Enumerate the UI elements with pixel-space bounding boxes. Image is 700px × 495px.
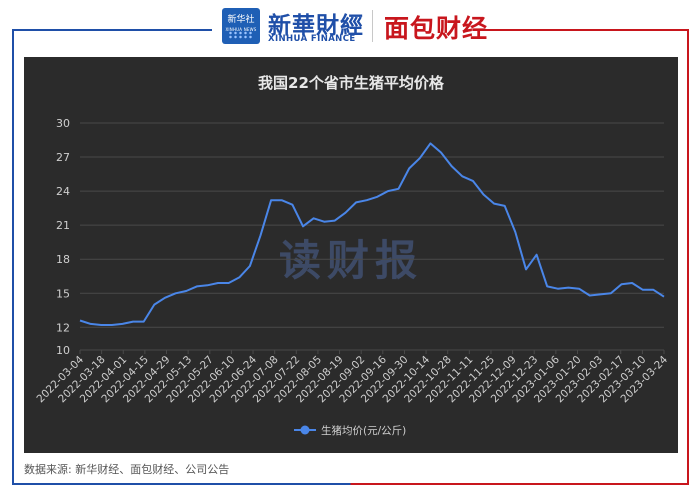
price-line-chart: 我国22个省市生猪平均价格 读财报 10 12 15 18 21 24 27 30 2022-… bbox=[34, 74, 670, 437]
series-group bbox=[79, 142, 665, 326]
y-tick-label: 10 bbox=[56, 344, 70, 357]
y-tick-label: 27 bbox=[56, 151, 70, 164]
frame-top-right bbox=[484, 29, 689, 31]
watermark: 读财报 bbox=[279, 236, 423, 285]
chart-title: 我国22个省市生猪平均价格 bbox=[258, 74, 445, 92]
mianbao-finance-brand: 面包财经 bbox=[384, 14, 489, 43]
xinhua-logo-en: XINHUA NEWS bbox=[225, 27, 257, 32]
y-tick-label: 18 bbox=[56, 253, 70, 266]
frame-top-left bbox=[12, 29, 212, 31]
y-tick-label: 12 bbox=[56, 321, 70, 334]
frame-left bbox=[12, 29, 14, 485]
legend-marker bbox=[300, 425, 310, 435]
xinhua-finance-brand-en: XINHUA FINANCE bbox=[268, 34, 356, 44]
series-line bbox=[79, 142, 665, 326]
legend[interactable]: 生猪均价(元/公斤) bbox=[294, 424, 406, 437]
data-source-note: 数据来源: 新华财经、面包财经、公司公告 bbox=[24, 463, 230, 476]
header: 新华社 XINHUA NEWS 新華財經 XINHUA FINANCE 面包财经 bbox=[0, 0, 700, 50]
y-tick-label: 21 bbox=[56, 219, 70, 232]
xinhua-finance-brand-cn: 新華財經 bbox=[268, 12, 364, 39]
frame-right bbox=[687, 29, 689, 485]
legend-label: 生猪均价(元/公斤) bbox=[321, 424, 406, 437]
logo-divider bbox=[372, 10, 373, 42]
xinhua-news-logo: 新华社 XINHUA NEWS bbox=[222, 8, 260, 44]
frame-bottom bbox=[12, 483, 689, 485]
globe-dots-icon bbox=[228, 31, 254, 39]
x-axis-ticks: 2022-03-042022-03-182022-04-012022-04-15… bbox=[34, 350, 670, 405]
xinhua-logo-cn: 新华社 bbox=[227, 15, 255, 25]
y-tick-label: 24 bbox=[56, 185, 70, 198]
y-tick-label: 15 bbox=[56, 287, 70, 300]
y-axis-ticks: 10 12 15 18 21 24 27 30 bbox=[56, 117, 70, 357]
chart-panel: 我国22个省市生猪平均价格 读财报 10 12 15 18 21 24 27 30 2022-… bbox=[24, 57, 678, 453]
y-tick-label: 30 bbox=[56, 117, 70, 130]
